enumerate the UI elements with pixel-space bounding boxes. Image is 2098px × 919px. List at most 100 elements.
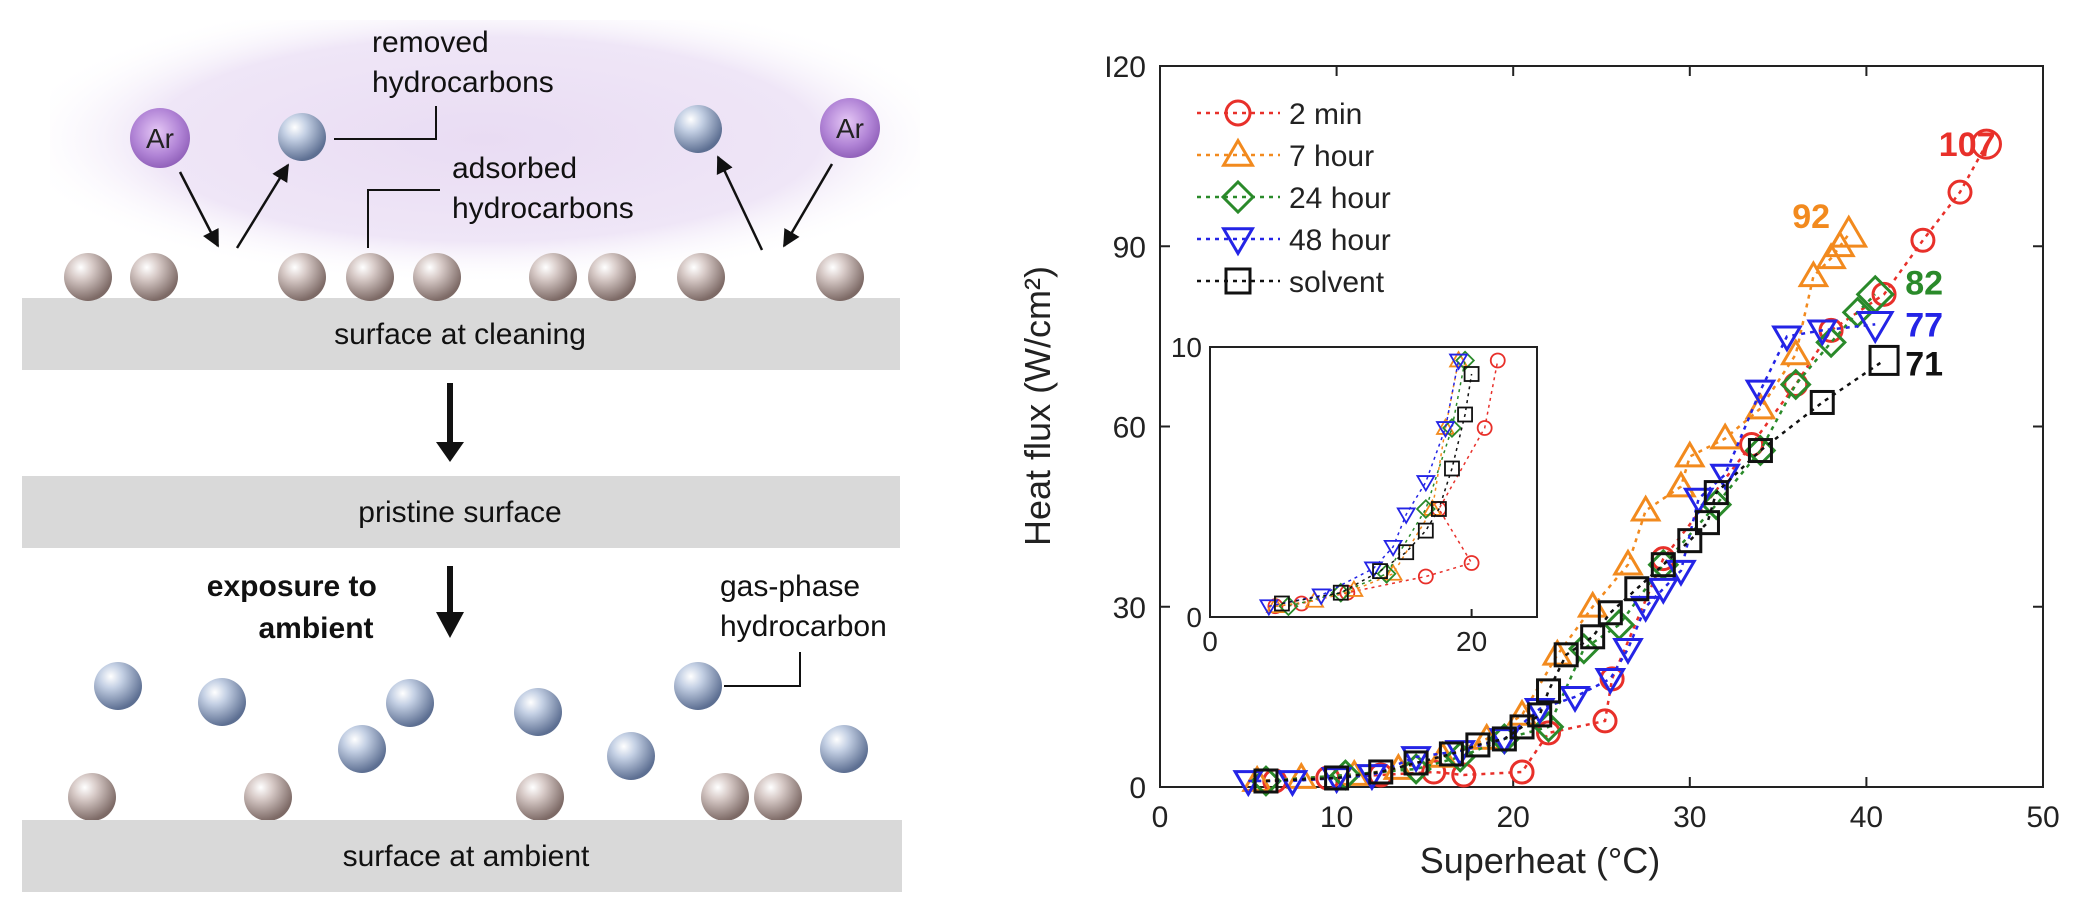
inset-data-point (1435, 421, 1456, 439)
gas-molecule (514, 688, 562, 736)
label-exposure-to-ambient: exposure to ambient (207, 570, 385, 645)
inset-series-solvent (1274, 366, 1480, 612)
data-point (1509, 759, 1535, 785)
inset-series-line (1275, 360, 1499, 607)
inset-data-point (1274, 595, 1290, 612)
data-point (1541, 638, 1574, 666)
data-point (1324, 765, 1350, 791)
callout-gas-phase (724, 652, 801, 687)
data-point (1253, 768, 1279, 794)
inset-y-tick-label: 10 (1171, 332, 1202, 363)
main-series-layer (1232, 128, 2002, 798)
data-point (1650, 552, 1676, 578)
legend-marker (1220, 227, 1256, 257)
data-point (1438, 741, 1464, 767)
gas-phase-molecules (94, 662, 868, 780)
data-point (1624, 576, 1650, 602)
data-point (1400, 746, 1432, 774)
series-line (1248, 323, 1876, 783)
label-surface-at-ambient: surface at ambient (343, 840, 590, 873)
main-plot-area: 0 10 20 30 40 50 0 30 60 90 I20 (1104, 51, 2059, 834)
legend-item: 24 hour (1197, 179, 1391, 215)
data-point (1580, 624, 1606, 650)
data-point (1779, 368, 1812, 401)
legend-label: 7 hour (1289, 140, 1374, 173)
plate-surface-at-cleaning (22, 298, 900, 370)
y-tick-label: 60 (1113, 412, 1146, 445)
legend-marker (1224, 267, 1252, 295)
data-point (1527, 702, 1553, 728)
adsorbed-molecule (64, 253, 112, 301)
data-point (1783, 371, 1809, 397)
data-point (1673, 440, 1706, 468)
data-point (1771, 325, 1803, 353)
gas-molecule (820, 725, 868, 773)
inset-data-point (1463, 366, 1480, 382)
label-pristine-surface: pristine surface (358, 496, 561, 529)
data-point (1553, 642, 1579, 668)
x-tick-label: 10 (1320, 801, 1353, 834)
adsorbed-molecule (754, 773, 802, 821)
data-point (1597, 600, 1623, 626)
legend-label: 24 hour (1289, 182, 1391, 215)
data-point (1806, 319, 1839, 347)
x-tick-label: 30 (1673, 801, 1706, 834)
callout-removed (334, 106, 437, 140)
inset-series-line (1275, 360, 1460, 607)
legend-item: 48 hour (1197, 224, 1391, 257)
data-point (1744, 434, 1777, 467)
inset-series-line (1288, 360, 1466, 607)
data-point (1536, 720, 1562, 746)
legend-marker (1220, 137, 1256, 167)
data-point (1465, 732, 1491, 758)
removed-molecule-right (674, 105, 722, 153)
series-line (1257, 233, 1850, 783)
data-point (1285, 761, 1318, 789)
data-point (1677, 528, 1703, 554)
inset-data-point (1431, 501, 1447, 517)
label-adsorbed-hydrocarbons: adsorbed hydrocarbons (452, 152, 634, 225)
arrow-argon-in-left (178, 171, 220, 248)
end-label: 107 (1939, 126, 1996, 164)
data-point (1947, 179, 1973, 205)
data-point (1709, 422, 1741, 450)
adsorbed-molecule (346, 253, 394, 301)
inset-data-point (1444, 460, 1460, 477)
y-axis-label: Heat flux (W/cm²) (1017, 266, 1058, 546)
data-point (1779, 338, 1812, 366)
data-point (1970, 128, 2002, 160)
adsorbed-molecule (278, 253, 326, 301)
inset-x-tick-label: 0 (1202, 626, 1218, 657)
legend-label: 48 hour (1289, 224, 1391, 257)
callout-adsorbed (367, 189, 440, 248)
inset-series-line (1268, 360, 1460, 607)
data-point (1868, 344, 1900, 376)
adsorbed-molecule (516, 773, 564, 821)
series-48-hour (1232, 310, 1895, 798)
adsorbed-molecules-top (64, 253, 864, 301)
removed-molecule-left (278, 113, 326, 161)
x-tick-label: 0 (1152, 801, 1169, 834)
svg-text:Ar: Ar (146, 123, 174, 154)
adsorbed-molecule (588, 253, 636, 301)
data-point (1629, 494, 1662, 522)
inset-data-point (1415, 475, 1436, 493)
data-point (1747, 438, 1773, 464)
data-point (1809, 389, 1835, 415)
data-point (1910, 227, 1936, 253)
inset-data-point (1383, 563, 1404, 581)
inset-plot: 0 20 0 10 (1171, 332, 1538, 657)
inset-data-point (1448, 350, 1469, 368)
data-point (1559, 686, 1591, 714)
legend-item: solvent (1197, 266, 1385, 299)
data-point (1855, 310, 1895, 345)
data-point (1871, 281, 1897, 307)
adsorbed-molecule (529, 253, 577, 301)
adsorbed-molecules-bottom (68, 773, 802, 821)
label-surface-at-cleaning: surface at cleaning (334, 318, 586, 351)
inset-data-point (1417, 522, 1434, 539)
data-point (1709, 463, 1741, 491)
data-point (1612, 637, 1644, 665)
